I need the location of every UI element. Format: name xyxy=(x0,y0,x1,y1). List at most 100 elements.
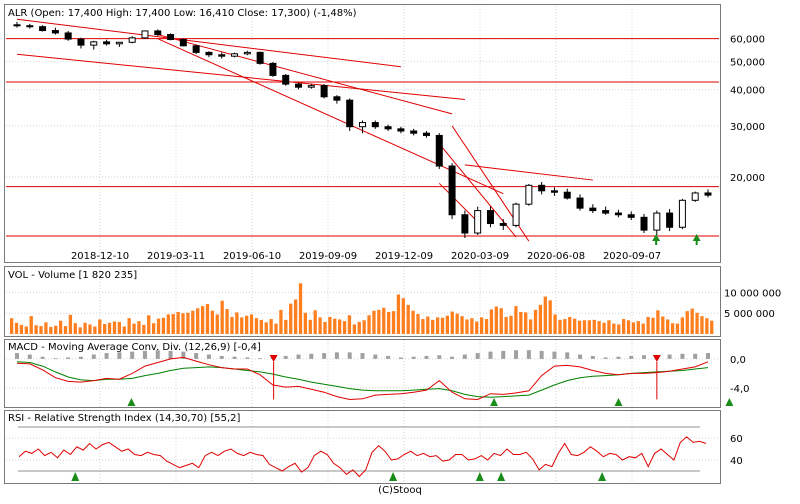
candle-body xyxy=(474,210,482,234)
volume-bar xyxy=(338,319,342,334)
rsi-buy-marker xyxy=(389,472,398,481)
rsi-buy-marker xyxy=(598,472,607,481)
volume-bar xyxy=(58,320,63,334)
buy-arrow-marker xyxy=(652,234,661,241)
volume-bar xyxy=(372,310,376,334)
volume-bar xyxy=(524,312,528,334)
macd-histogram-bar xyxy=(15,353,19,359)
volume-bar xyxy=(685,311,689,334)
candle-body xyxy=(627,214,635,218)
trend-line xyxy=(157,38,504,195)
candle-body xyxy=(103,41,111,45)
volume-bar xyxy=(215,314,219,334)
date-tick-label: 2019-12-09 xyxy=(375,251,433,262)
candle-body xyxy=(563,191,571,199)
volume-bar xyxy=(196,308,200,334)
date-x-axis: 2018-12-10 2019-03-11 2019-06-10 2019-09-09… xyxy=(71,251,661,262)
candle-body xyxy=(192,45,200,53)
volume-bar xyxy=(132,323,136,334)
volume-bar xyxy=(313,310,317,334)
volume-bar xyxy=(308,319,312,334)
rsi-lines xyxy=(18,436,707,478)
macd-histogram-bar xyxy=(706,353,710,359)
price-y-axis: 60,000 50,000 40,000 30,000 20,000 xyxy=(730,35,765,184)
volume-bar xyxy=(661,316,665,334)
rsi-tick-label: 60 xyxy=(730,434,743,445)
macd-histogram-bar xyxy=(552,351,557,359)
volume-bar xyxy=(577,320,582,334)
macd-histogram-bar xyxy=(693,353,698,359)
macd-tick-label: -4,0 xyxy=(730,384,750,395)
volume-bar xyxy=(225,309,229,334)
volume-bar xyxy=(293,299,298,334)
candle-body xyxy=(90,41,98,46)
candle-body xyxy=(448,165,456,216)
macd-histogram-bar xyxy=(578,354,583,359)
volume-bar xyxy=(641,323,645,334)
volume-bar xyxy=(44,322,48,334)
macd-histogram-bar xyxy=(398,357,403,359)
candle-body xyxy=(576,197,584,209)
volume-bar xyxy=(151,323,156,334)
candle-body xyxy=(359,122,366,128)
volume-bar xyxy=(411,310,415,334)
candle-body xyxy=(550,190,558,193)
volume-bar xyxy=(666,319,670,334)
signal-line xyxy=(16,361,709,398)
trend-line xyxy=(16,18,401,68)
volume-bar xyxy=(34,325,38,334)
volume-bar xyxy=(191,310,195,334)
candle-body xyxy=(461,214,469,234)
candle-body xyxy=(410,130,418,134)
candle-body xyxy=(231,53,239,57)
copyright-footer: (C)Stooq xyxy=(378,485,422,496)
macd-histogram-bar xyxy=(155,350,160,359)
macd-histogram-bar xyxy=(680,353,685,359)
volume-bar xyxy=(171,314,175,334)
volume-bar xyxy=(19,324,24,334)
macd-histogram-bar xyxy=(194,353,199,359)
macd-lines xyxy=(16,356,709,401)
volume-bar xyxy=(68,314,73,334)
macd-histogram-bar xyxy=(91,354,96,359)
volume-bar xyxy=(352,324,357,334)
volume-bar xyxy=(318,317,322,334)
candle-body xyxy=(512,203,520,226)
volume-bar xyxy=(98,319,102,334)
volume-bar xyxy=(39,326,43,334)
volume-bar xyxy=(14,322,19,334)
macd-histogram-bar xyxy=(322,353,327,359)
candle-body xyxy=(320,85,328,98)
volume-bar xyxy=(176,311,180,334)
macd-histogram-bar xyxy=(142,350,147,359)
volume-bar xyxy=(494,306,498,334)
macd-histogram-bar xyxy=(526,350,531,359)
macd-histogram-bar xyxy=(424,355,429,359)
volume-bar xyxy=(342,321,347,334)
macd-sell-marker xyxy=(652,355,661,362)
volume-bar xyxy=(710,320,714,334)
date-tick-label: 2019-06-10 xyxy=(223,251,281,262)
macd-buy-marker xyxy=(614,398,623,406)
volume-bar xyxy=(568,316,572,334)
volume-bar xyxy=(538,304,543,334)
volume-bar xyxy=(274,323,278,334)
volume-bar xyxy=(24,326,28,334)
volume-bar xyxy=(519,311,523,334)
candle-body xyxy=(64,32,72,40)
macd-histogram-bar xyxy=(334,352,339,359)
candle-body xyxy=(141,30,149,39)
date-tick-label: 2020-06-08 xyxy=(527,251,585,262)
macd-histogram-bar xyxy=(219,355,224,359)
macd-histogram-bar xyxy=(629,355,634,359)
volume-bar xyxy=(29,316,33,334)
candle-body xyxy=(77,38,85,46)
volume-bar xyxy=(548,300,552,334)
volume-bar xyxy=(391,311,396,334)
volume-bar xyxy=(220,300,224,334)
volume-bar xyxy=(200,306,205,334)
macd-histogram-bar xyxy=(206,354,211,359)
volume-bar xyxy=(582,320,587,334)
date-tick-label: 2019-09-09 xyxy=(299,251,357,262)
